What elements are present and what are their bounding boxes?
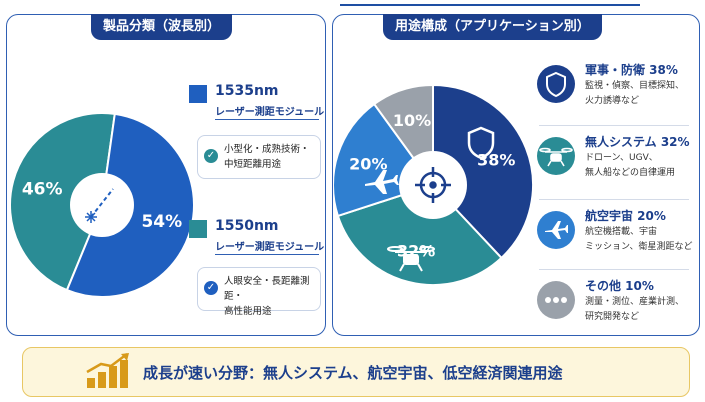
app-icon-bg	[537, 137, 575, 175]
legend-divider	[215, 119, 319, 120]
legend-1535-label: 1535nm	[215, 83, 279, 99]
pie-center-hole	[70, 173, 134, 237]
application-pie-label-1: 32%	[397, 241, 435, 260]
product-classification-panel: 製品分類（波長別） 46% 54% 1535nm レーザー測距モジュール ✓ 小型…	[6, 14, 326, 336]
app-row-unmanned: 無人システム 32% ドローン、UGV、 無人船などの自律運用	[533, 129, 693, 189]
app-row-other: その他 10% 測量・測位、産業計測、 研究開発など	[533, 273, 693, 333]
application-pie-label-3: 10%	[393, 111, 431, 130]
growth-chart-icon	[86, 353, 129, 388]
list-divider	[539, 199, 689, 200]
right-panel-title: 用途構成（アプリケーション別）	[383, 14, 602, 40]
app-icon-bg	[537, 211, 575, 249]
application-pie-label-0: 38%	[477, 151, 515, 170]
left-panel-title: 製品分類（波長別）	[91, 14, 233, 40]
app-aerospace-desc2: ミッション、衛星測距など	[585, 242, 693, 252]
check-icon: ✓	[204, 281, 218, 295]
app-row-aerospace: 航空宇宙 20% 航空機搭載、宇宙 ミッション、衛星測距など	[533, 203, 693, 263]
application-pie-label-2: 20%	[349, 155, 387, 174]
app-unmanned-title: 無人システム 32%	[585, 135, 690, 149]
app-other-desc2: 研究開発など	[585, 312, 640, 322]
app-military-desc1: 監視・偵察、目標探知、	[585, 81, 685, 91]
app-other-title: その他 10%	[585, 279, 654, 293]
legend-swatch-1535	[189, 85, 207, 103]
legend-swatch-1550	[189, 220, 207, 238]
app-row-military: 軍事・防衛 38% 監視・偵察、目標探知、 火力誘導など	[533, 57, 693, 117]
target-icon	[415, 167, 451, 203]
more-icon	[545, 297, 567, 303]
drone-icon	[539, 147, 573, 167]
drone-icon	[387, 246, 435, 272]
app-military-desc2: 火力誘導など	[585, 96, 640, 106]
airplane-icon	[545, 221, 568, 239]
list-divider	[539, 269, 689, 270]
check-icon: ✓	[204, 149, 218, 163]
legend-1550-sub: レーザー測距モジュール	[215, 242, 325, 253]
legend-1535-sub: レーザー測距モジュール	[215, 107, 325, 118]
application-pie-chart: 38% 32% 20% 10%	[333, 83, 533, 286]
wavelength-pie-chart: 46% 54%	[9, 112, 195, 298]
header-rule	[340, 4, 640, 6]
app-unmanned-desc2: 無人船などの自律運用	[585, 168, 676, 178]
app-military-title: 軍事・防衛 38%	[585, 63, 678, 77]
legend-1550-label: 1550nm	[215, 218, 279, 234]
app-icon-bg	[537, 65, 575, 103]
shield-icon	[467, 126, 495, 160]
app-unmanned-desc1: ドローン、UGV、	[585, 153, 658, 163]
wavelength-pie-label-0: 46%	[22, 180, 63, 200]
laser-icon	[85, 188, 114, 223]
feature-1535-line1: 小型化・成熟技術・	[224, 144, 310, 155]
application-panel: 用途構成（アプリケーション別） 38% 32% 20% 10%	[332, 14, 700, 336]
app-icon-bg	[537, 281, 575, 319]
feature-box-1535: ✓ 小型化・成熟技術・ 中短距離用途	[197, 135, 321, 179]
feature-box-1550: ✓ 人眼安全・長距離測距・ 高性能用途	[197, 267, 321, 317]
feature-1550-line1: 人眼安全・長距離測距・	[224, 276, 310, 302]
feature-1550-line2: 高性能用途	[224, 306, 272, 317]
application-pie-slice-0	[432, 83, 533, 260]
airplane-icon	[365, 170, 399, 194]
app-other-desc1: 測量・測位、産業計測、	[585, 297, 685, 307]
banner-text: 成長が速い分野：無人システム、航空宇宙、低空経済関連用途	[143, 364, 563, 382]
list-divider	[539, 125, 689, 126]
legend-divider	[215, 254, 319, 255]
shield-icon	[546, 71, 566, 98]
growth-banner: 成長が速い分野：無人システム、航空宇宙、低空経済関連用途	[22, 347, 690, 397]
app-aerospace-title: 航空宇宙 20%	[585, 209, 666, 223]
wavelength-pie-label-1: 54%	[141, 212, 182, 232]
wavelength-pie-slice-0	[9, 112, 116, 292]
app-aerospace-desc1: 航空機搭載、宇宙	[585, 227, 658, 237]
application-pie-slice-1	[336, 183, 503, 286]
feature-1535-line2: 中短距離用途	[224, 159, 282, 170]
